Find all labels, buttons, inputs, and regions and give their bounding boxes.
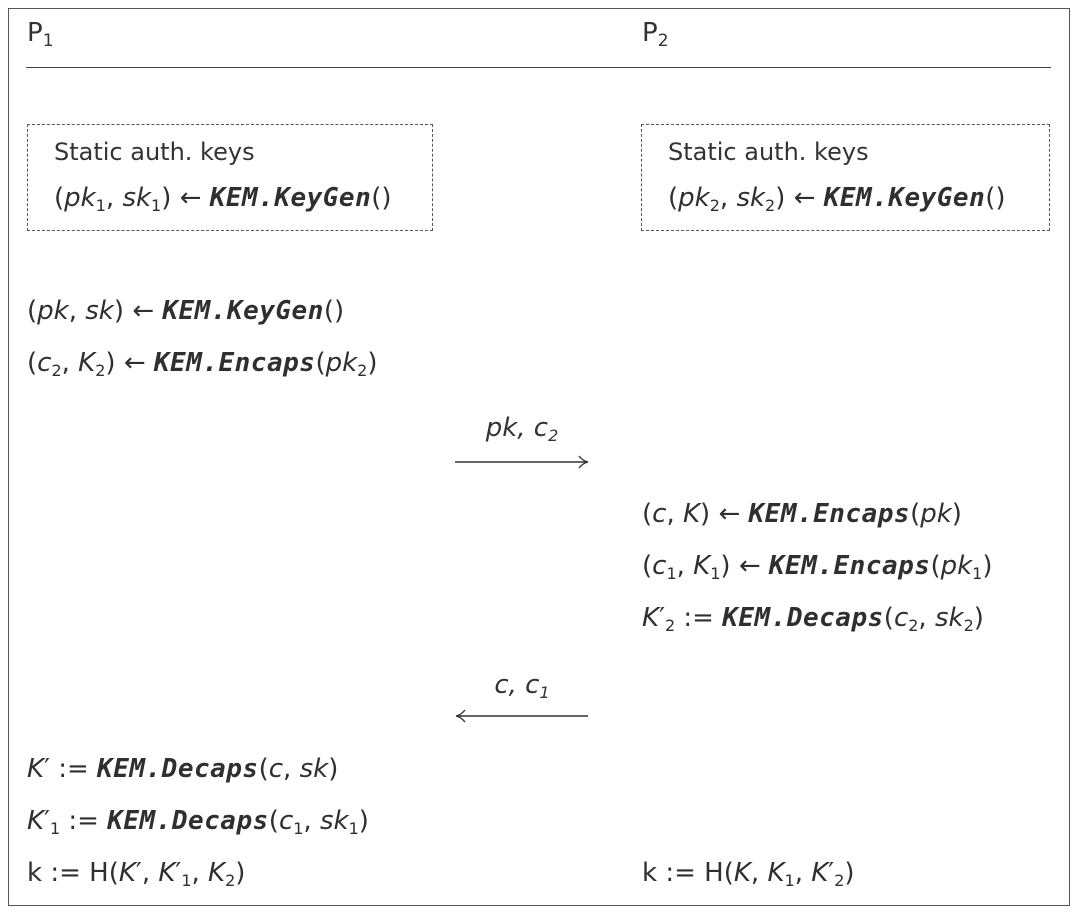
p2-encaps-pk1: (c1, K1) ← KEM.Encaps(pk1) xyxy=(642,551,993,583)
p2-decaps-c2: K′2 := KEM.Decaps(c2, sk2) xyxy=(642,603,984,635)
arrow-right-icon xyxy=(455,455,589,469)
static-keygen-p2: (pk2, sk2) ← KEM.KeyGen() xyxy=(668,183,1006,215)
p1-session-key: k := H(K′, K′1, K2) xyxy=(27,858,246,890)
message-to-p2-label: pk, c2 xyxy=(485,413,559,445)
static-keys-box-p2 xyxy=(641,124,1050,231)
diagram-frame xyxy=(8,8,1070,906)
party-p1-header: P1 xyxy=(27,18,54,51)
static-keys-title-p1: Static auth. keys xyxy=(54,138,255,166)
header-rule xyxy=(26,67,1051,68)
p1-encaps-pk2: (c2, K2) ← KEM.Encaps(pk2) xyxy=(27,348,378,380)
p1-ephemeral-keygen: (pk, sk) ← KEM.KeyGen() xyxy=(27,296,345,326)
static-keys-box-p1 xyxy=(27,124,433,231)
static-keygen-p1: (pk1, sk1) ← KEM.KeyGen() xyxy=(54,183,392,215)
p2-session-key: k := H(K, K1, K′2) xyxy=(642,858,855,890)
party-p2-header: P2 xyxy=(642,18,669,51)
arrow-left-icon xyxy=(455,709,588,723)
p2-encaps-pk: (c, K) ← KEM.Encaps(pk) xyxy=(642,499,962,529)
message-to-p1-label: c, c1 xyxy=(494,670,550,702)
p1-decaps-c: K′ := KEM.Decaps(c, sk) xyxy=(27,754,339,784)
static-keys-title-p2: Static auth. keys xyxy=(668,138,869,166)
p1-decaps-c1: K′1 := KEM.Decaps(c1, sk1) xyxy=(27,806,369,838)
